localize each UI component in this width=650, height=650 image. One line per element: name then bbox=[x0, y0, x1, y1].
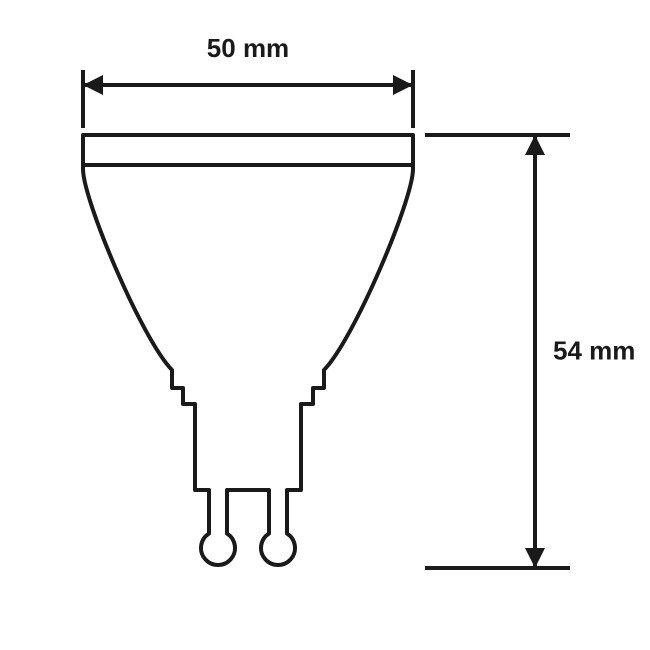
bulb-dimension-diagram: 50 mm 54 mm bbox=[0, 0, 650, 650]
width-arrow-left bbox=[83, 75, 103, 95]
bulb-outline bbox=[83, 135, 413, 565]
height-arrow-top bbox=[525, 135, 545, 155]
height-arrow-bottom bbox=[525, 548, 545, 568]
width-label: 50 mm bbox=[207, 33, 289, 63]
height-label: 54 mm bbox=[553, 336, 635, 366]
width-arrow-right bbox=[393, 75, 413, 95]
